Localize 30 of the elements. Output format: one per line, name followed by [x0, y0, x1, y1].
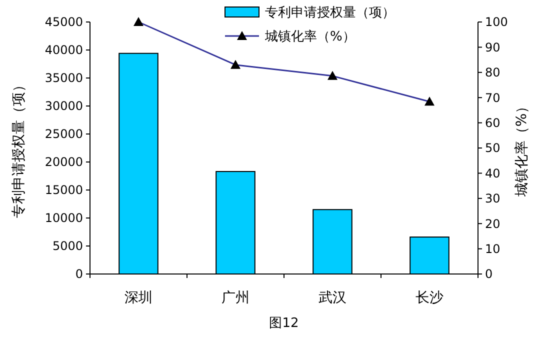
x-tick-label: 广州	[222, 290, 250, 306]
y2-tick-label: 50	[485, 141, 500, 156]
y2-tick-label: 20	[485, 216, 500, 231]
y2-tick-label: 30	[485, 192, 500, 206]
y2-tick-label: 0	[485, 267, 493, 282]
y-tick-label: 45000	[44, 15, 83, 30]
y-axis-title: 专利申请授权量（项）	[10, 78, 27, 218]
y-tick-label: 30000	[44, 99, 83, 114]
caption: 图12	[269, 316, 299, 331]
y2-tick-label: 40	[485, 166, 500, 180]
y-tick-label: 15000	[44, 183, 83, 198]
y2-tick-label: 60	[485, 116, 500, 130]
y2-tick-label: 100	[485, 15, 508, 30]
x-tick-label: 长沙	[416, 290, 444, 306]
y2-tick-label: 90	[485, 40, 500, 54]
y2-tick-label: 70	[485, 90, 500, 105]
legend-label: 专利申请授权量（项）	[265, 6, 395, 21]
y-tick-label: 40000	[44, 43, 83, 58]
x-tick-label: 武汉	[318, 290, 346, 306]
x-tick-label: 深圳	[124, 290, 152, 306]
y2-tick-label: 80	[485, 66, 500, 80]
y-tick-label: 0	[75, 267, 83, 282]
y-tick-label: 20000	[44, 155, 83, 170]
legend-label: 城镇化率（%）	[264, 28, 356, 45]
y2-tick-label: 10	[485, 242, 500, 256]
y2-axis-title: 城镇化率（%）	[514, 99, 530, 198]
y-tick-label: 25000	[44, 127, 83, 142]
y-tick-label: 5000	[52, 239, 83, 254]
y-tick-label: 35000	[44, 71, 83, 86]
y-tick-label: 10000	[44, 211, 83, 226]
